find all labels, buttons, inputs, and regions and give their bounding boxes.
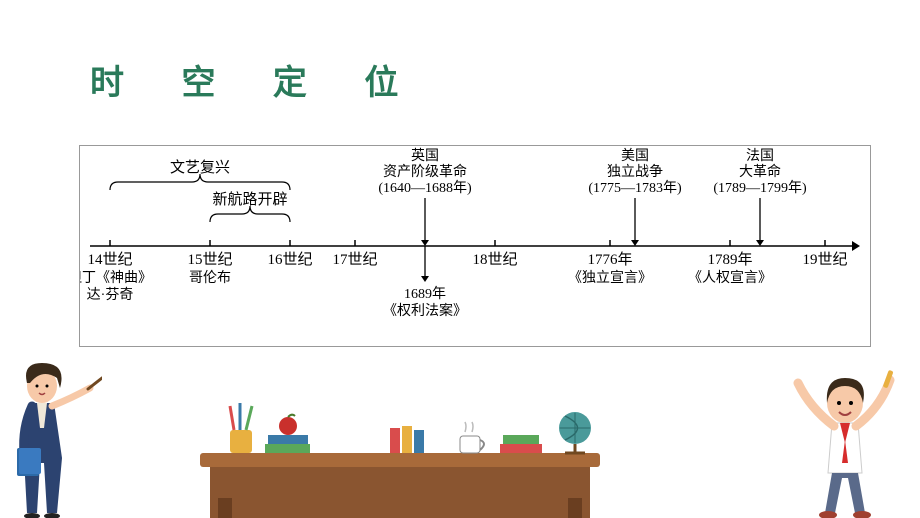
timeline-svg: 14世纪但丁《神曲》达·芬奇 15世纪哥伦布 16世纪 17世纪 18世纪 1776年《独… xyxy=(80,146,870,346)
svg-text:18世纪: 18世纪 xyxy=(472,251,517,268)
student-illustration xyxy=(790,368,900,518)
svg-text:资产阶级革命: 资产阶级革命 xyxy=(383,163,467,180)
svg-text:(1789—1799年): (1789—1799年) xyxy=(713,180,807,196)
svg-text:15世纪: 15世纪 xyxy=(187,251,232,268)
page-title: 时 空 定 位 xyxy=(90,55,422,104)
svg-text:独立战争: 独立战争 xyxy=(607,164,663,180)
svg-text:哥伦布: 哥伦布 xyxy=(189,270,231,286)
svg-text:17世纪: 17世纪 xyxy=(332,251,377,268)
svg-text:1789年: 1789年 xyxy=(707,251,752,268)
svg-text:(1775—1783年): (1775—1783年) xyxy=(588,180,682,196)
svg-text:1689年: 1689年 xyxy=(404,286,446,302)
desk-illustration xyxy=(180,388,620,518)
svg-text:但丁《神曲》: 但丁《神曲》 xyxy=(80,270,152,286)
svg-text:《权利法案》: 《权利法案》 xyxy=(383,302,467,319)
svg-text:1776年: 1776年 xyxy=(587,251,632,268)
svg-text:(1640—1688年): (1640—1688年) xyxy=(378,180,472,196)
svg-text:14世纪: 14世纪 xyxy=(87,251,132,268)
teacher-illustration xyxy=(12,358,102,518)
svg-text:英国: 英国 xyxy=(411,147,439,164)
svg-text:文艺复兴: 文艺复兴 xyxy=(170,158,230,176)
svg-text:大革命: 大革命 xyxy=(739,163,781,180)
timeline-container: 14世纪但丁《神曲》达·芬奇 15世纪哥伦布 16世纪 17世纪 18世纪 1776年《独… xyxy=(80,146,870,346)
svg-text:美国: 美国 xyxy=(621,148,649,164)
svg-text:《独立宣言》: 《独立宣言》 xyxy=(568,270,652,286)
svg-text:16世纪: 16世纪 xyxy=(267,251,312,268)
svg-text:19世纪: 19世纪 xyxy=(802,251,847,268)
svg-text:法国: 法国 xyxy=(746,148,774,164)
svg-text:新航路开辟: 新航路开辟 xyxy=(212,191,287,208)
svg-text:达·芬奇: 达·芬奇 xyxy=(87,286,134,303)
svg-text:《人权宣言》: 《人权宣言》 xyxy=(688,270,772,286)
